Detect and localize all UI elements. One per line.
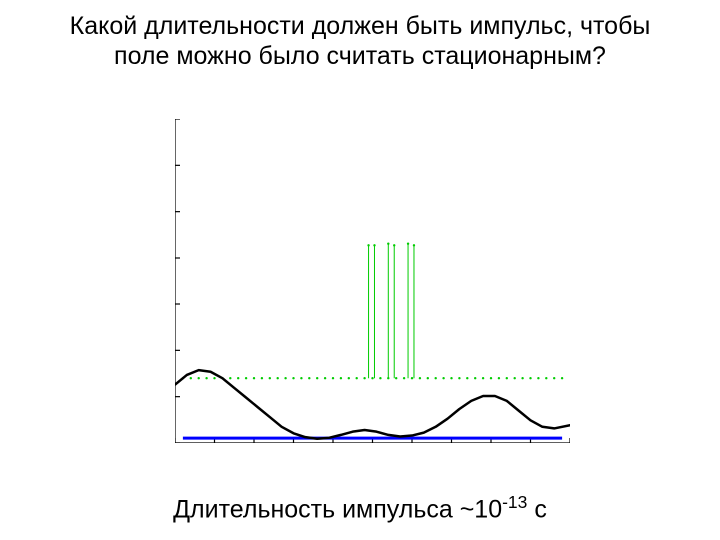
slide-subtitle: Длительность импульса ~10-13 с: [0, 492, 720, 524]
subtitle-exponent: -13: [502, 492, 527, 512]
subtitle-prefix: Длительность импульса ~10: [173, 495, 502, 523]
chart-svg: [175, 119, 570, 443]
chart-container: [175, 119, 570, 443]
slide-title: Какой длительности должен быть импульс, …: [0, 12, 720, 71]
title-line1: Какой длительности должен быть импульс, …: [0, 12, 720, 42]
title-line2: поле можно было считать стационарным?: [0, 42, 720, 72]
subtitle-suffix: с: [527, 495, 546, 523]
